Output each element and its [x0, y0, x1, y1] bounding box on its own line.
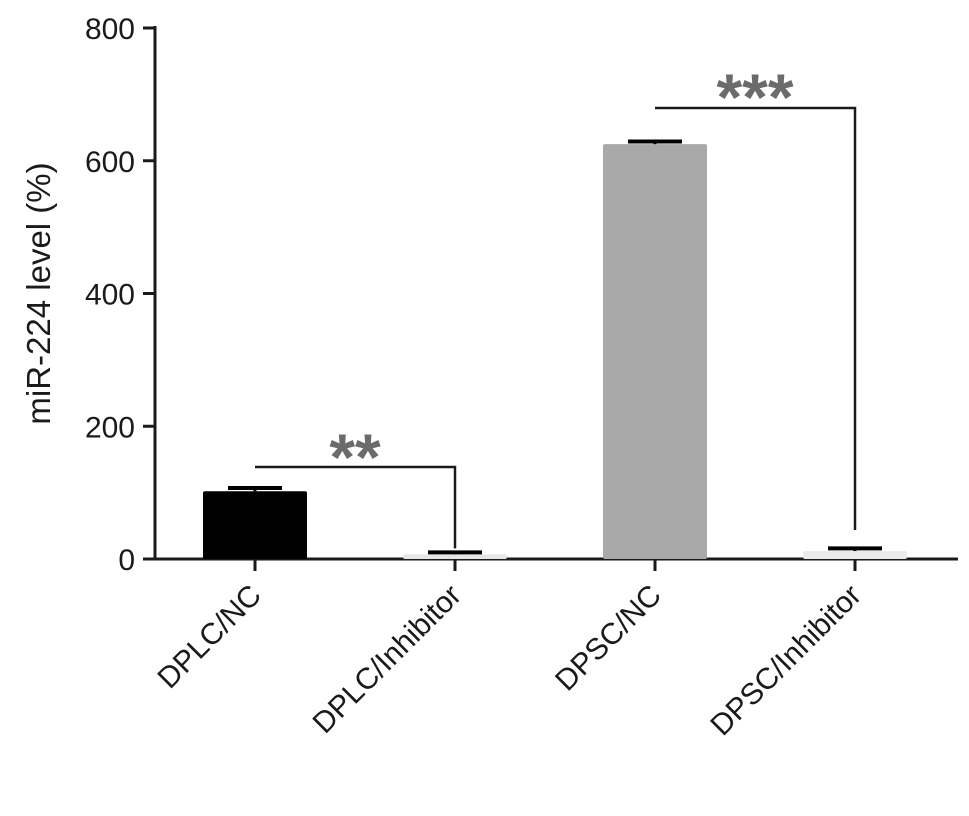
x-tick-label-1: DPLC/Inhibitor [307, 579, 468, 740]
bar-3 [803, 551, 907, 559]
x-tick-label-3: DPSC/Inhibitor [704, 579, 868, 743]
significance-label-0: ** [329, 420, 381, 494]
bar-1 [403, 554, 507, 559]
bar-2 [603, 144, 707, 559]
y-tick-label-800: 800 [85, 13, 135, 46]
error-bars [228, 139, 882, 555]
significance-bracket-1 [655, 106, 857, 530]
x-tick-label-0: DPLC/NC [151, 579, 267, 695]
y-tick-label-200: 200 [85, 411, 135, 444]
significance-label-1: *** [716, 60, 793, 134]
y-tick-label-0: 0 [118, 544, 135, 577]
significance-bracket-0 [255, 465, 457, 549]
y-tick-label-600: 600 [85, 146, 135, 179]
significance-brackets: ***** [255, 60, 857, 549]
y-tick-label-400: 400 [85, 279, 135, 312]
bar-0 [203, 491, 307, 559]
bars [203, 144, 907, 559]
axes: 0 200 400 600 800 DPLC/NC DPLC/Inhibitor DPSC/N… [85, 13, 958, 742]
y-axis-label: miR-224 level (%) [20, 162, 57, 424]
x-tick-label-2: DPSC/NC [549, 579, 668, 698]
